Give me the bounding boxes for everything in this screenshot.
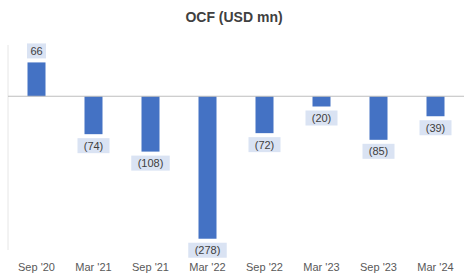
data-label-box bbox=[249, 137, 281, 152]
data-label: (20) bbox=[312, 112, 332, 124]
data-label-box bbox=[188, 243, 227, 258]
bar bbox=[370, 96, 388, 140]
bar bbox=[427, 96, 445, 116]
data-label-box bbox=[306, 111, 338, 126]
baseline bbox=[8, 96, 464, 97]
x-tick-label: Sep '22 bbox=[246, 261, 283, 273]
title: OCF (USD mn) bbox=[185, 9, 282, 25]
bar bbox=[313, 96, 331, 106]
x-tick-label: Sep '20 bbox=[18, 261, 55, 273]
data-label-box bbox=[420, 120, 452, 135]
x-tick-label: Sep '21 bbox=[132, 261, 169, 273]
bar bbox=[28, 62, 46, 96]
bar bbox=[142, 96, 160, 151]
data-label: (108) bbox=[138, 157, 164, 169]
data-label: (85) bbox=[369, 145, 389, 157]
x-tick-label: Mar '24 bbox=[417, 261, 453, 273]
data-label: (72) bbox=[255, 139, 275, 151]
bar bbox=[199, 96, 217, 238]
x-tick-label: Mar '23 bbox=[303, 261, 339, 273]
data-label: (74) bbox=[84, 140, 104, 152]
bars bbox=[28, 62, 445, 238]
bar bbox=[85, 96, 103, 134]
x-tick-label: Mar '21 bbox=[75, 261, 111, 273]
y-axis-line bbox=[8, 45, 9, 250]
data-label: (39) bbox=[426, 122, 446, 134]
data-label-box bbox=[363, 144, 395, 159]
data-label-box bbox=[131, 156, 170, 171]
data-label-box bbox=[78, 138, 110, 153]
chart: OCF (USD mn) 66 (74) (108) (278) (72) (20) (85)… bbox=[0, 0, 468, 280]
data-label: 66 bbox=[30, 45, 42, 57]
x-tick-label: Sep '23 bbox=[360, 261, 397, 273]
bar bbox=[256, 96, 274, 133]
data-label-box bbox=[27, 43, 46, 58]
data-label: (278) bbox=[195, 244, 221, 256]
x-tick-label: Mar '22 bbox=[189, 261, 225, 273]
